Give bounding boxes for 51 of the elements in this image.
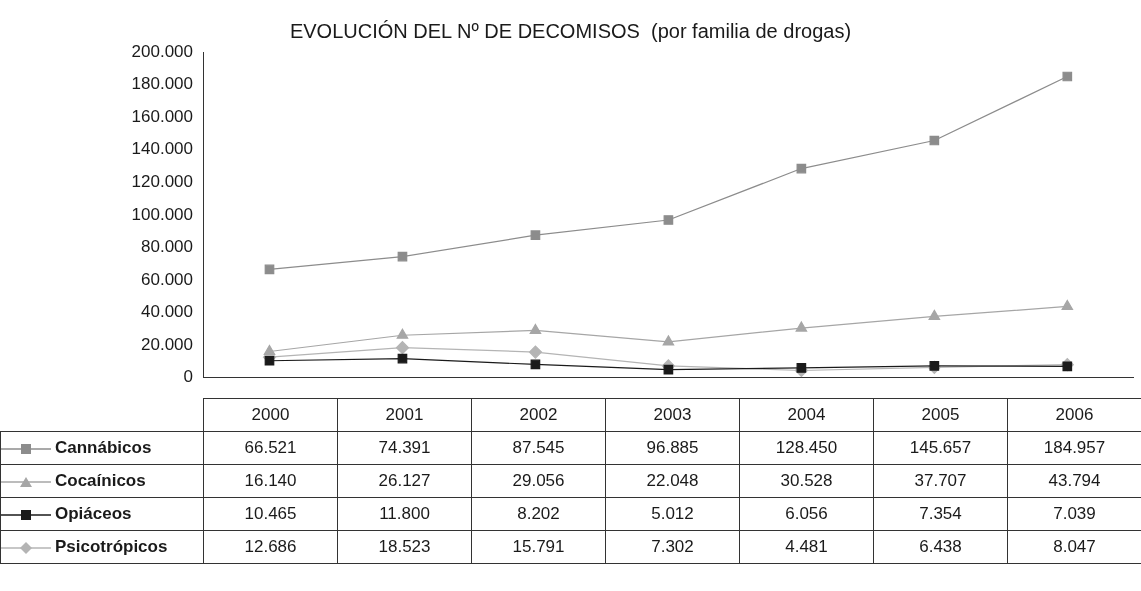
x-tick-label: 2000 bbox=[203, 398, 338, 432]
x-tick-label: 2004 bbox=[739, 398, 874, 432]
y-tick-label: 20.000 bbox=[141, 334, 193, 354]
chart-title: EVOLUCIÓN DEL Nº DE DECOMISOS (por familia de drogas) bbox=[289, 19, 852, 42]
y-tick-label: 160.000 bbox=[131, 106, 193, 126]
legend-label: Cannábicos bbox=[55, 438, 152, 457]
data-label: 66.521 bbox=[203, 431, 338, 465]
data-label: 184.957 bbox=[1007, 431, 1141, 465]
data-label: 37.707 bbox=[873, 464, 1008, 498]
legend-label: Cocaínicos bbox=[55, 471, 146, 490]
data-label: 7.039 bbox=[1007, 497, 1141, 531]
x-tick-label: 2001 bbox=[337, 398, 472, 432]
data-label: 8.047 bbox=[1007, 530, 1141, 564]
x-tick-label: 2002 bbox=[471, 398, 606, 432]
data-label: 5.012 bbox=[605, 497, 740, 531]
data-label: 18.523 bbox=[337, 530, 472, 564]
legend-label: Opiáceos bbox=[55, 504, 132, 523]
data-label: 87.545 bbox=[471, 431, 606, 465]
x-tick-label: 2003 bbox=[605, 398, 740, 432]
data-label: 10.465 bbox=[203, 497, 338, 531]
y-tick-label: 0 bbox=[183, 367, 193, 387]
data-label: 22.048 bbox=[605, 464, 740, 498]
data-label: 4.481 bbox=[739, 530, 874, 564]
data-label: 7.354 bbox=[873, 497, 1008, 531]
data-label: 6.438 bbox=[873, 530, 1008, 564]
data-label: 30.528 bbox=[739, 464, 874, 498]
y-tick-label: 100.000 bbox=[131, 204, 193, 224]
data-label: 128.450 bbox=[739, 431, 874, 465]
y-tick-label: 200.000 bbox=[131, 41, 193, 61]
data-label: 8.202 bbox=[471, 497, 606, 531]
data-label: 11.800 bbox=[337, 497, 472, 531]
x-tick-label: 2005 bbox=[873, 398, 1008, 432]
data-label: 145.657 bbox=[873, 431, 1008, 465]
x-tick-label: 2006 bbox=[1007, 398, 1141, 432]
data-label: 15.791 bbox=[471, 530, 606, 564]
y-tick-label: 140.000 bbox=[131, 139, 193, 159]
y-tick-label: 80.000 bbox=[141, 237, 193, 257]
y-tick-label: 120.000 bbox=[131, 172, 193, 192]
data-label: 74.391 bbox=[337, 431, 472, 465]
data-label: 43.794 bbox=[1007, 464, 1141, 498]
legend-label: Psicotrópicos bbox=[55, 537, 168, 556]
data-label: 16.140 bbox=[203, 464, 338, 498]
y-tick-label: 60.000 bbox=[141, 269, 193, 289]
y-tick-label: 40.000 bbox=[141, 302, 193, 322]
data-label: 96.885 bbox=[605, 431, 740, 465]
y-tick-label: 180.000 bbox=[131, 74, 193, 94]
data-label: 26.127 bbox=[337, 464, 472, 498]
data-label: 7.302 bbox=[605, 530, 740, 564]
data-label: 12.686 bbox=[203, 530, 338, 564]
data-label: 6.056 bbox=[739, 497, 874, 531]
data-label: 29.056 bbox=[471, 464, 606, 498]
